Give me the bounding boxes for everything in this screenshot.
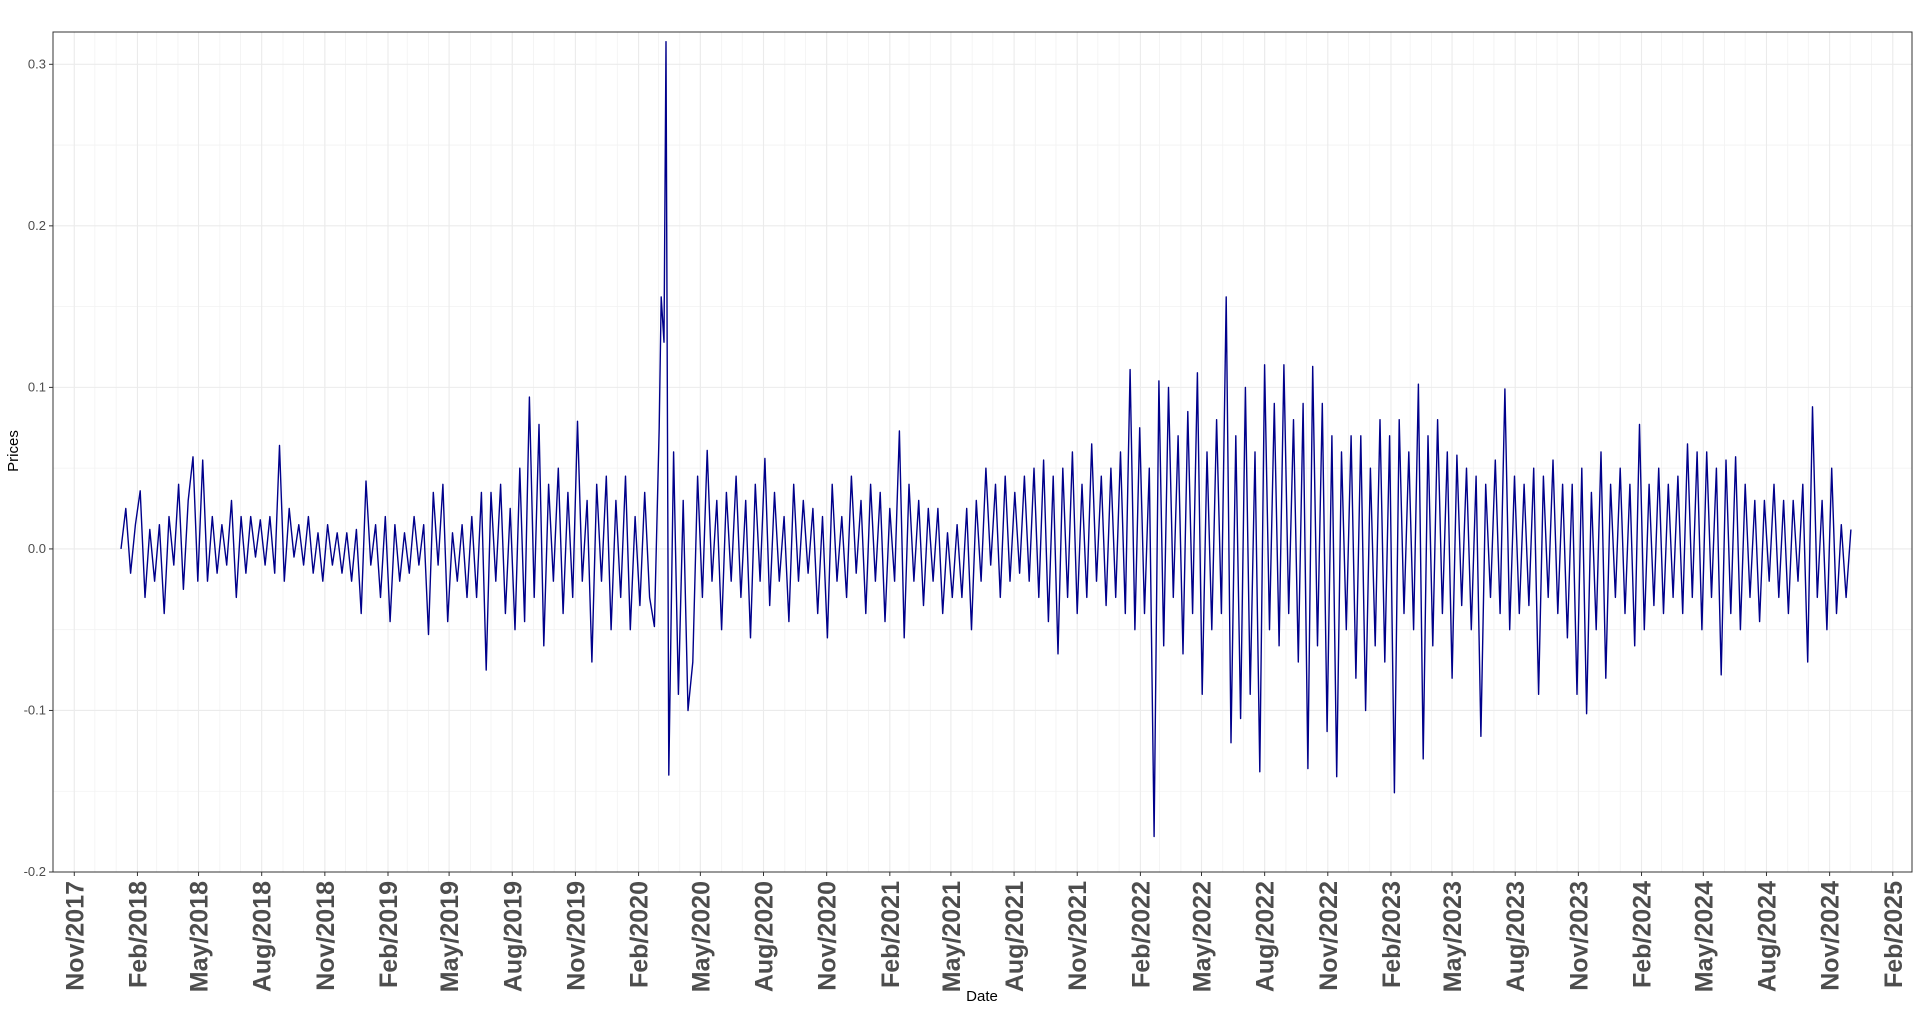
- x-tick-label: May/2022: [1188, 881, 1216, 992]
- y-tick-label: -0.2: [24, 864, 46, 879]
- x-tick-label: Aug/2019: [499, 881, 527, 992]
- x-tick-label: Feb/2020: [626, 881, 654, 988]
- x-tick-label: May/2019: [436, 881, 464, 992]
- x-axis: Nov/2017 Feb/2018 May/2018 Aug/2018 Nov/2018…: [61, 872, 1908, 992]
- x-tick-label: May/2020: [687, 881, 715, 992]
- x-tick-label: Feb/2023: [1378, 881, 1406, 988]
- series-line: [120, 41, 1852, 838]
- y-tick-label: -0.1: [24, 702, 46, 717]
- x-tick-label: May/2018: [186, 881, 214, 992]
- series-layer: [120, 41, 1852, 838]
- x-tick-label: Feb/2022: [1127, 881, 1155, 988]
- x-tick-label: Aug/2020: [751, 881, 779, 992]
- x-tick-label: Nov/2024: [1817, 881, 1845, 991]
- plot-panel-border: [52, 31, 1913, 873]
- x-tick-label: Feb/2024: [1629, 881, 1657, 988]
- x-tick-label: Nov/2023: [1565, 881, 1593, 991]
- y-axis: -0.2 -0.1 0.0 0.1 0.2 0.3: [24, 56, 53, 879]
- x-tick-label: Aug/2024: [1753, 881, 1781, 992]
- y-tick-label: 0.1: [28, 379, 46, 394]
- x-tick-label: Nov/2020: [814, 881, 842, 991]
- y-tick-label: 0.3: [28, 56, 46, 71]
- x-tick-label: Nov/2019: [562, 881, 590, 991]
- plot-background: [53, 32, 1912, 872]
- x-tick-label: May/2023: [1439, 881, 1467, 992]
- x-tick-label: Nov/2017: [61, 881, 89, 991]
- x-tick-label: Nov/2018: [312, 881, 340, 991]
- x-tick-label: Feb/2019: [375, 881, 403, 988]
- y-tick-label: 0.0: [28, 541, 46, 556]
- x-tick-label: Nov/2022: [1315, 881, 1343, 991]
- y-tick-label: 0.2: [28, 218, 46, 233]
- x-tick-label: Feb/2021: [877, 881, 905, 988]
- x-axis-title: Date: [966, 988, 998, 1005]
- x-tick-label: Aug/2023: [1502, 881, 1530, 992]
- y-axis-title: Prices: [5, 430, 22, 472]
- x-tick-label: Aug/2018: [249, 881, 277, 992]
- x-tick-label: May/2021: [938, 881, 966, 992]
- x-tick-label: Feb/2025: [1880, 881, 1908, 988]
- x-tick-label: Feb/2018: [124, 881, 152, 988]
- x-tick-label: Aug/2022: [1252, 881, 1280, 992]
- x-tick-label: Aug/2021: [1001, 881, 1029, 992]
- x-tick-label: May/2024: [1690, 881, 1718, 992]
- x-tick-label: Nov/2021: [1064, 881, 1092, 991]
